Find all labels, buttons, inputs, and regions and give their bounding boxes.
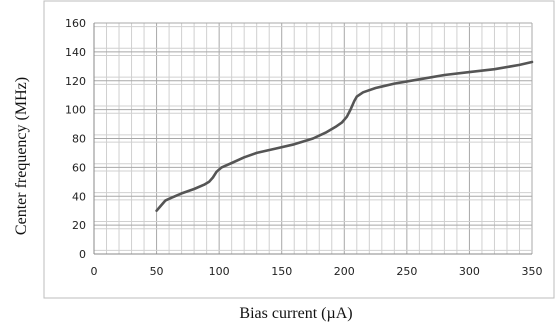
x-tick-label: 50 — [150, 265, 164, 278]
x-tick-label: 0 — [91, 265, 98, 278]
plot-frame — [43, 0, 555, 299]
x-tick-label: 150 — [271, 265, 292, 278]
y-tick-label: 120 — [65, 75, 86, 88]
x-tick-label: 350 — [522, 265, 543, 278]
y-axis-title: Center frequency (MHz) — [13, 77, 30, 235]
gridlines — [93, 22, 533, 255]
y-tick-label: 40 — [72, 190, 86, 203]
y-tick-label: 20 — [72, 219, 86, 232]
x-tick-label: 300 — [459, 265, 480, 278]
y-tick-label: 100 — [65, 104, 86, 117]
x-tick-label: 250 — [396, 265, 417, 278]
y-tick-label: 140 — [65, 46, 86, 59]
y-tick-label: 60 — [72, 161, 86, 174]
tick-labels: 0 50 100 150 200 250 300 350 0 20 40 60 80 100 120 140 1… — [65, 17, 543, 278]
y-tick-label: 0 — [79, 248, 86, 261]
x-tick-label: 200 — [334, 265, 355, 278]
x-axis-title: Bias current (µA) — [239, 305, 352, 322]
series-line — [155, 60, 534, 212]
x-tick-label: 100 — [209, 265, 230, 278]
y-tick-label: 160 — [65, 17, 86, 30]
y-tick-label: 80 — [72, 133, 86, 146]
